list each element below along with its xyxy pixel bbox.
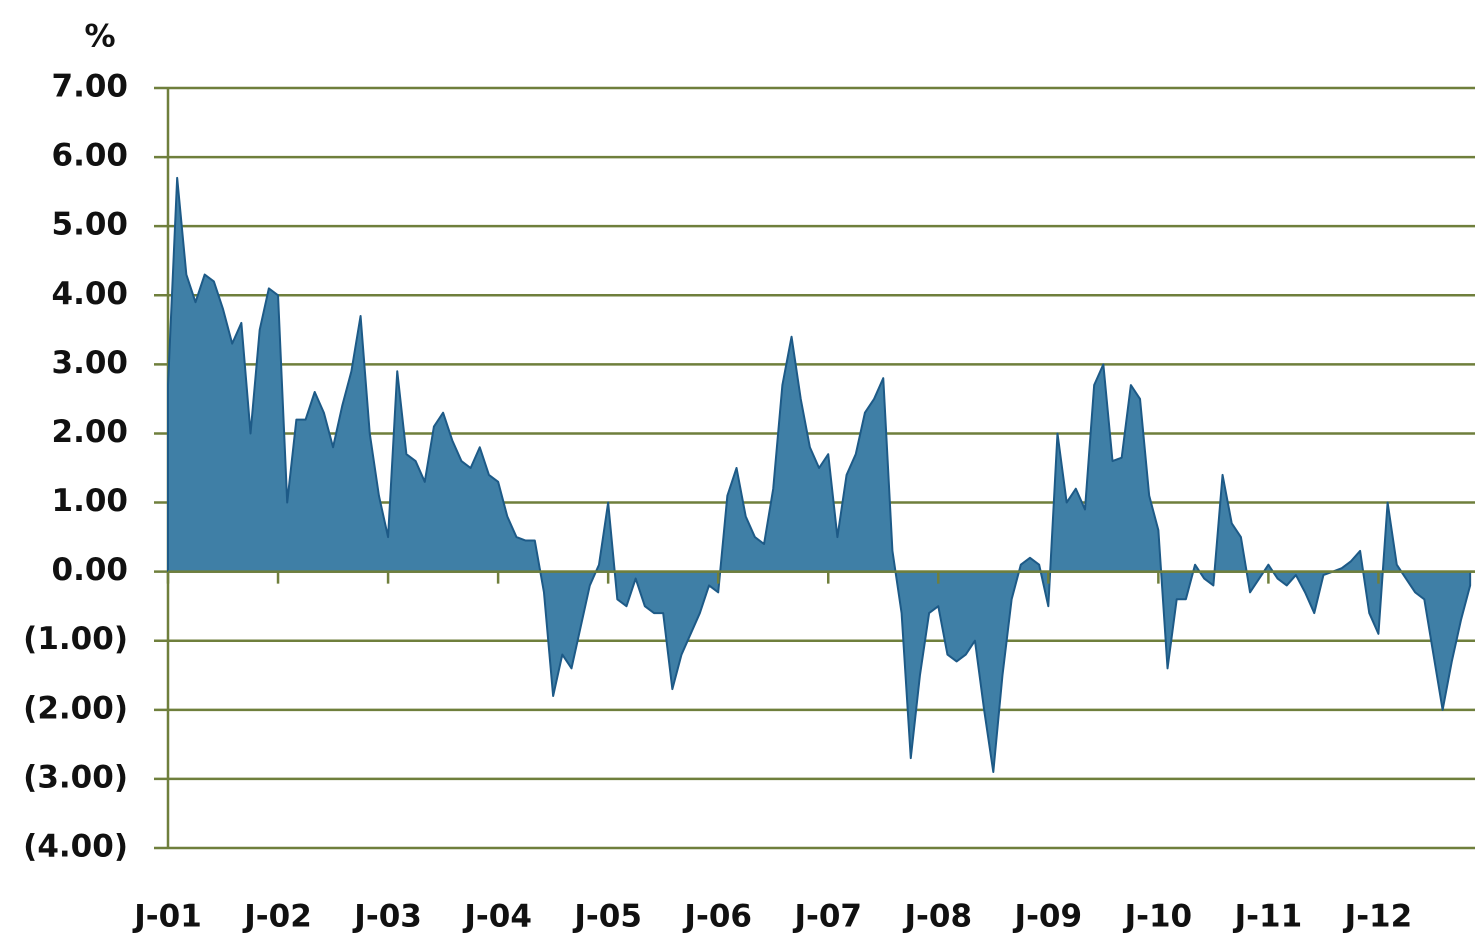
y-tick-label: (2.00): [23, 690, 128, 726]
x-tick-label: J-09: [1013, 899, 1083, 935]
y-tick-label: 1.00: [52, 483, 129, 519]
y-tick-label: (1.00): [23, 621, 128, 657]
x-tick-label: J-07: [792, 899, 862, 935]
area: [167, 176, 1472, 773]
x-tick-label: J-06: [682, 899, 752, 935]
x-tick-label: J-11: [1233, 899, 1303, 935]
x-tick-label: J-08: [903, 899, 973, 935]
y-tick-label: 6.00: [52, 138, 129, 174]
y-tick-label: 7.00: [52, 69, 129, 105]
y-tick-label: 0.00: [52, 552, 129, 588]
x-tick-label: J-05: [572, 899, 642, 935]
y-tick-label: 5.00: [52, 207, 129, 243]
y-axis-label: %: [84, 19, 115, 55]
y-tick-label: (4.00): [23, 829, 128, 865]
y-tick-label: (3.00): [23, 759, 128, 795]
x-tick-label: J-03: [352, 899, 422, 935]
y-tick-label: 4.00: [52, 276, 129, 312]
x-tick-label: J-10: [1123, 899, 1193, 935]
y-tick-label: 3.00: [52, 345, 129, 381]
x-tick-label: J-01: [132, 899, 202, 935]
y-tick-label: 2.00: [52, 414, 129, 450]
x-tick-label: J-04: [462, 899, 532, 935]
x-tick-label: J-02: [242, 899, 312, 935]
x-tick-label: J-12: [1343, 899, 1413, 935]
